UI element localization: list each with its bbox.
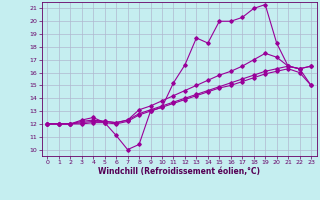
X-axis label: Windchill (Refroidissement éolien,°C): Windchill (Refroidissement éolien,°C) <box>98 167 260 176</box>
